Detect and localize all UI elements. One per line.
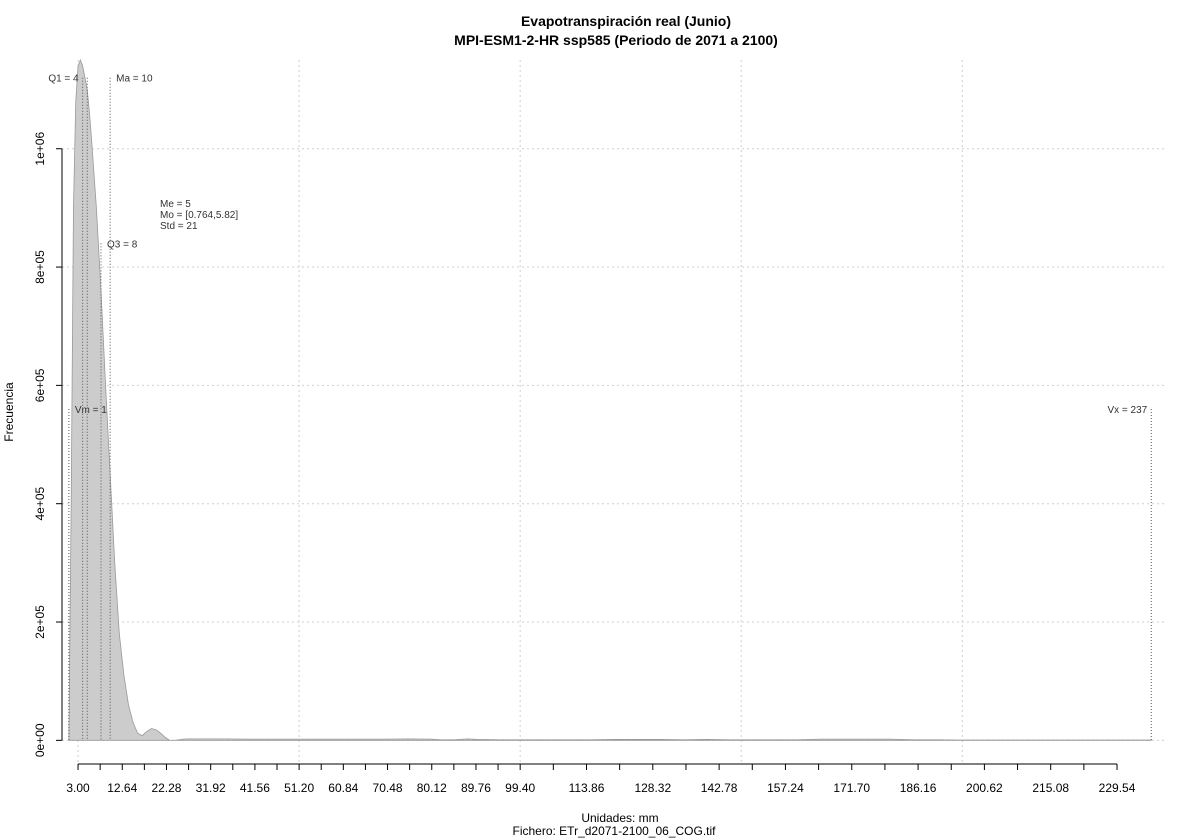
x-tick-label: 157.24 xyxy=(767,781,804,795)
x-tick-label: 128.32 xyxy=(634,781,671,795)
chart-title: Evapotranspiración real (Junio) xyxy=(521,13,731,29)
x-tick-label: 3.00 xyxy=(66,781,90,795)
stat-label: Q3 = 8 xyxy=(107,239,138,250)
x-tick-label: 99.40 xyxy=(505,781,535,795)
x-tick-label: 200.62 xyxy=(966,781,1003,795)
x-tick-label: 186.16 xyxy=(900,781,937,795)
x-tick-label: 31.92 xyxy=(196,781,226,795)
stat-label: Q1 = 4 xyxy=(48,74,79,85)
density-series-0 xyxy=(68,58,1152,741)
stat-label: Vx = 237 xyxy=(1107,405,1147,416)
stats-box: Me = 5 Mo = [0.764,5.82] Std = 21 xyxy=(160,199,238,232)
stat-std: Std = 21 xyxy=(160,221,198,232)
y-tick-label: 2e+05 xyxy=(33,605,47,639)
axes: 0e+00 2e+05 4e+05 6e+05 8e+05 1e+06 3.00 12.64 2… xyxy=(33,132,1136,795)
y-tick-label: 6e+05 xyxy=(33,368,47,402)
y-tick-label: 0e+00 xyxy=(33,723,47,757)
x-tick-label: 229.54 xyxy=(1099,781,1136,795)
x-tick-label: 12.64 xyxy=(107,781,137,795)
density-area xyxy=(68,58,1152,741)
x-tick-label: 215.08 xyxy=(1032,781,1069,795)
x-tick-label: 89.76 xyxy=(461,781,491,795)
x-tick-label: 41.56 xyxy=(240,781,270,795)
x-tick-label: 171.70 xyxy=(833,781,870,795)
x-axis-label: Unidades: mm xyxy=(581,811,658,825)
file-caption: Fichero: ETr_d2071-2100_06_COG.tif xyxy=(513,824,717,838)
stat-mode: Mo = [0.764,5.82] xyxy=(160,210,238,221)
x-tick-label: 51.20 xyxy=(284,781,314,795)
y-tick-label: 4e+05 xyxy=(33,487,47,521)
x-tick-label: 22.28 xyxy=(151,781,181,795)
stat-lines: Vm = 1 Q1 = 4 Q3 = 8 Ma = 10 Vx = 237 xyxy=(48,74,1152,741)
x-tick-label: 60.84 xyxy=(328,781,358,795)
x-tick-label: 113.86 xyxy=(569,781,605,795)
stat-label: Ma = 10 xyxy=(116,74,153,85)
chart-subtitle: MPI-ESM1-2-HR ssp585 (Periodo de 2071 a … xyxy=(454,32,778,48)
y-axis-label: Frecuencia xyxy=(2,382,16,442)
y-tick-label: 1e+06 xyxy=(33,132,47,166)
stat-median: Me = 5 xyxy=(160,199,191,210)
grid xyxy=(62,60,1165,764)
y-tick-label: 8e+05 xyxy=(33,250,47,284)
x-tick-label: 70.48 xyxy=(373,781,403,795)
x-tick-label: 142.78 xyxy=(701,781,738,795)
x-tick-label: 80.12 xyxy=(417,781,447,795)
stat-label: Vm = 1 xyxy=(75,405,107,416)
